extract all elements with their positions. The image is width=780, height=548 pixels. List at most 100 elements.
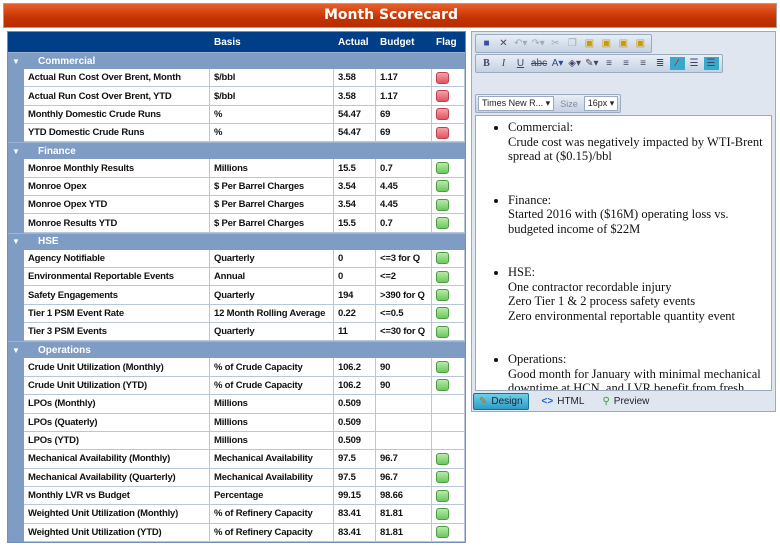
rich-text-editor: ■ ✕ ↶▾ ↷▾ ✂ ❐ ▣ ▣ ▣ ▣ B I U abc A▾ ◈▾ ✎▾…: [471, 31, 776, 412]
close-icon[interactable]: ✕: [499, 38, 508, 49]
table-row[interactable]: Monroe Results YTD $ Per Barrel Charges …: [8, 214, 465, 233]
budget-cell: 90: [376, 358, 432, 377]
group-operations[interactable]: ▼ Operations: [8, 341, 465, 359]
tab-preview[interactable]: ⚲ Preview: [602, 396, 650, 407]
table-row[interactable]: Tier 1 PSM Event Rate 12 Month Rolling A…: [8, 304, 465, 324]
copy-icon[interactable]: ❐: [567, 38, 577, 49]
table-row[interactable]: Mechanical Availability (Quarterly) Mech…: [8, 468, 465, 487]
col-budget[interactable]: Budget: [380, 36, 415, 48]
flag-cell: [432, 486, 465, 506]
no-format-icon[interactable]: ∕: [669, 57, 685, 70]
table-row[interactable]: LPOs (YTD) Millions 0.509: [8, 431, 465, 451]
ordered-list-icon[interactable]: ☰: [689, 58, 699, 69]
green-flag-icon: [436, 252, 449, 265]
collapse-triangle-icon[interactable]: ▼: [12, 146, 20, 156]
group-finance[interactable]: ▼ Finance: [8, 142, 465, 160]
font-size-select[interactable]: 16px ▾: [583, 96, 619, 111]
italic-icon[interactable]: I: [501, 58, 506, 69]
basis-cell: % of Refinery Capacity: [210, 505, 334, 524]
actual-cell: 97.5: [334, 450, 376, 469]
bold-icon[interactable]: B: [483, 58, 490, 69]
table-row[interactable]: Monroe Opex YTD $ Per Barrel Charges 3.5…: [8, 196, 465, 215]
font-family-select[interactable]: Times New R... ▾: [478, 96, 555, 111]
table-row[interactable]: Monthly LVR vs Budget Percentage 99.15 9…: [8, 486, 465, 506]
actual-cell: 54.47: [334, 124, 376, 143]
paste-icon[interactable]: ▣: [584, 38, 595, 49]
basis-cell: Mechanical Availability: [210, 450, 334, 469]
metric-name: Actual Run Cost Over Brent, Month: [24, 69, 210, 88]
paste-html-icon[interactable]: ▣: [635, 38, 646, 49]
flag-cell: [432, 286, 465, 305]
budget-cell: >390 for Q: [376, 286, 432, 305]
table-row[interactable]: LPOs (Quaterly) Millions 0.509: [8, 413, 465, 432]
table-row[interactable]: Weighted Unit Utilization (Monthly) % of…: [8, 505, 465, 524]
collapse-triangle-icon[interactable]: ▼: [12, 56, 20, 66]
green-flag-icon: [436, 361, 449, 374]
table-row[interactable]: Weighted Unit Utilization (YTD) % of Ref…: [8, 523, 465, 542]
save-icon[interactable]: ■: [483, 38, 490, 49]
align-left-icon[interactable]: ≡: [606, 58, 612, 69]
align-right-icon[interactable]: ≡: [640, 58, 646, 69]
table-row[interactable]: Monroe Monthly Results Millions 15.5 0.7: [8, 159, 465, 178]
green-flag-icon: [436, 198, 449, 211]
table-row[interactable]: Environmental Reportable Events Annual 0…: [8, 268, 465, 287]
format-brush-icon[interactable]: ✎▾: [585, 58, 599, 69]
table-row[interactable]: Agency Notifiable Quarterly 0 <=3 for Q: [8, 249, 465, 269]
metric-name: Safety Engagements: [24, 286, 210, 305]
flag-cell: [432, 105, 465, 125]
budget-cell: 81.81: [376, 505, 432, 524]
basis-cell: %: [210, 105, 334, 125]
actual-cell: 99.15: [334, 486, 376, 506]
editor-content[interactable]: Commercial:Crude cost was negatively imp…: [475, 115, 772, 391]
basis-cell: % of Refinery Capacity: [210, 523, 334, 542]
flag-cell: [432, 395, 465, 414]
font-color-icon[interactable]: A▾: [551, 58, 564, 69]
table-row[interactable]: Monthly Domestic Crude Runs % 54.47 69: [8, 105, 465, 125]
highlight-icon[interactable]: ◈▾: [568, 58, 581, 69]
basis-cell: Millions: [210, 395, 334, 414]
collapse-triangle-icon[interactable]: ▼: [12, 237, 20, 247]
flag-cell: [432, 450, 465, 469]
cut-icon[interactable]: ✂: [551, 38, 560, 49]
actual-cell: 106.2: [334, 376, 376, 396]
magnifier-icon: ⚲: [602, 396, 610, 407]
table-row[interactable]: Crude Unit Utilization (Monthly) % of Cr…: [8, 358, 465, 377]
table-row[interactable]: YTD Domestic Crude Runs % 54.47 69: [8, 124, 465, 143]
flag-cell: [432, 177, 465, 197]
table-row[interactable]: LPOs (Monthly) Millions 0.509: [8, 395, 465, 414]
redo-icon[interactable]: ↷▾: [531, 38, 545, 49]
bullet-list-icon[interactable]: ☰: [703, 57, 719, 70]
table-row[interactable]: Mechanical Availability (Monthly) Mechan…: [8, 450, 465, 469]
editor-mode-tabs: ✎ Design <> HTML ⚲ Preview: [472, 392, 775, 411]
justify-icon[interactable]: ≣: [655, 58, 665, 69]
table-row[interactable]: Crude Unit Utilization (YTD) % of Crude …: [8, 376, 465, 396]
table-row[interactable]: Safety Engagements Quarterly 194 >390 fo…: [8, 286, 465, 305]
col-flag[interactable]: Flag: [436, 36, 457, 48]
tab-design[interactable]: ✎ Design: [473, 393, 529, 410]
undo-icon[interactable]: ↶▾: [514, 38, 528, 49]
strikethrough-icon[interactable]: abc: [531, 58, 548, 69]
collapse-triangle-icon[interactable]: ▼: [12, 345, 20, 355]
table-row[interactable]: Actual Run Cost Over Brent, YTD $/bbl 3.…: [8, 87, 465, 106]
actual-cell: 3.58: [334, 69, 376, 88]
budget-cell: 90: [376, 376, 432, 396]
col-basis[interactable]: Basis: [214, 36, 241, 48]
basis-cell: Quarterly: [210, 286, 334, 305]
flag-cell: [432, 468, 465, 487]
actual-cell: 83.41: [334, 505, 376, 524]
group-hse[interactable]: ▼ HSE: [8, 232, 465, 250]
align-center-icon[interactable]: ≡: [623, 58, 629, 69]
title-bar: Month Scorecard: [3, 3, 777, 28]
budget-cell: <=3 for Q: [376, 249, 432, 269]
table-row[interactable]: Actual Run Cost Over Brent, Month $/bbl …: [8, 69, 465, 88]
group-commercial[interactable]: ▼ Commercial: [8, 52, 465, 69]
budget-cell: 0.7: [376, 214, 432, 233]
tab-html[interactable]: <> HTML: [541, 396, 585, 407]
green-flag-icon: [436, 307, 449, 320]
table-row[interactable]: Tier 3 PSM Events Quarterly 11 <=30 for …: [8, 323, 465, 342]
underline-icon[interactable]: U: [516, 58, 525, 69]
col-actual[interactable]: Actual: [338, 36, 369, 48]
paste-word-icon[interactable]: ▣: [601, 38, 612, 49]
table-row[interactable]: Monroe Opex $ Per Barrel Charges 3.54 4.…: [8, 177, 465, 197]
paste-text-icon[interactable]: ▣: [618, 38, 629, 49]
